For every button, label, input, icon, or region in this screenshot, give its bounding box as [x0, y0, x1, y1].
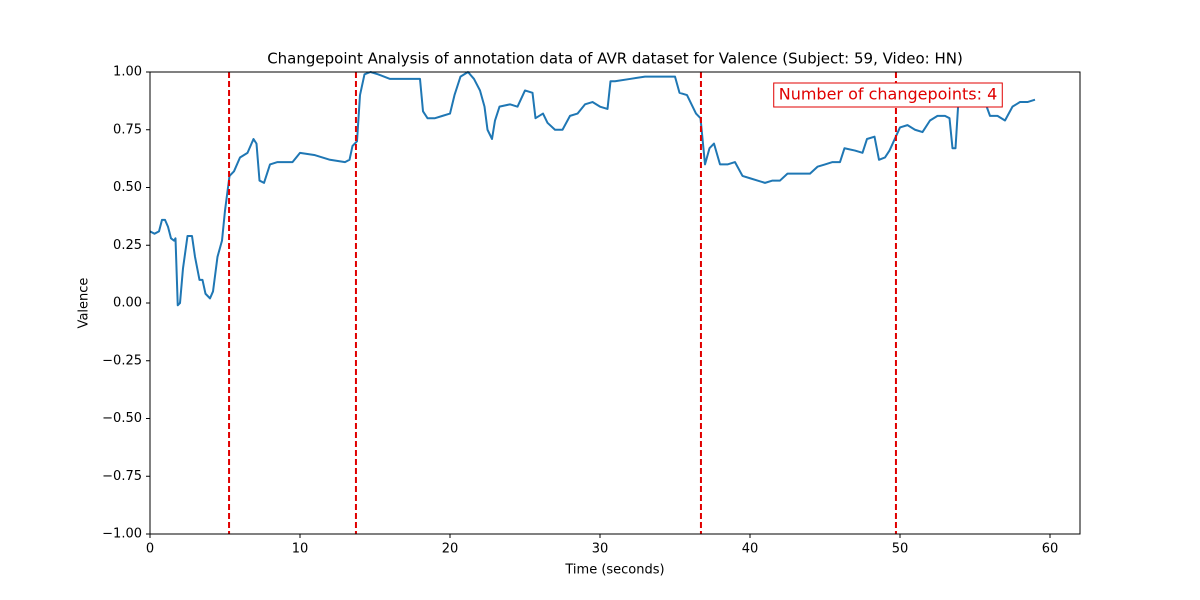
plot-frame [149, 71, 1081, 535]
y-tick-label: −1.00 [102, 527, 142, 542]
chart-title: Changepoint Analysis of annotation data … [267, 50, 963, 68]
y-axis-label: Valence [77, 278, 92, 329]
x-tick-label: 60 [1042, 542, 1059, 557]
x-tick-label: 10 [292, 542, 309, 557]
x-tick-label: 20 [442, 542, 459, 557]
y-tick-label: 1.00 [113, 65, 142, 80]
annotation-box [773, 82, 1003, 108]
y-tick-label: 0.50 [113, 180, 142, 195]
x-tick-label: 0 [146, 542, 154, 557]
y-tick-label: 0.00 [113, 296, 142, 311]
x-axis-label: Time (seconds) [564, 563, 664, 578]
y-tick-label: −0.75 [102, 469, 142, 484]
y-tick-label: −0.50 [102, 411, 142, 426]
y-tick-label: 0.75 [113, 122, 142, 137]
x-tick-label: 50 [892, 542, 909, 557]
y-tick-label: 0.25 [113, 238, 142, 253]
x-tick-label: 40 [742, 542, 759, 557]
y-tick-label: −0.25 [102, 353, 142, 368]
x-tick-label: 30 [592, 542, 609, 557]
annotation: Number of changepoints: 4 [779, 85, 998, 104]
